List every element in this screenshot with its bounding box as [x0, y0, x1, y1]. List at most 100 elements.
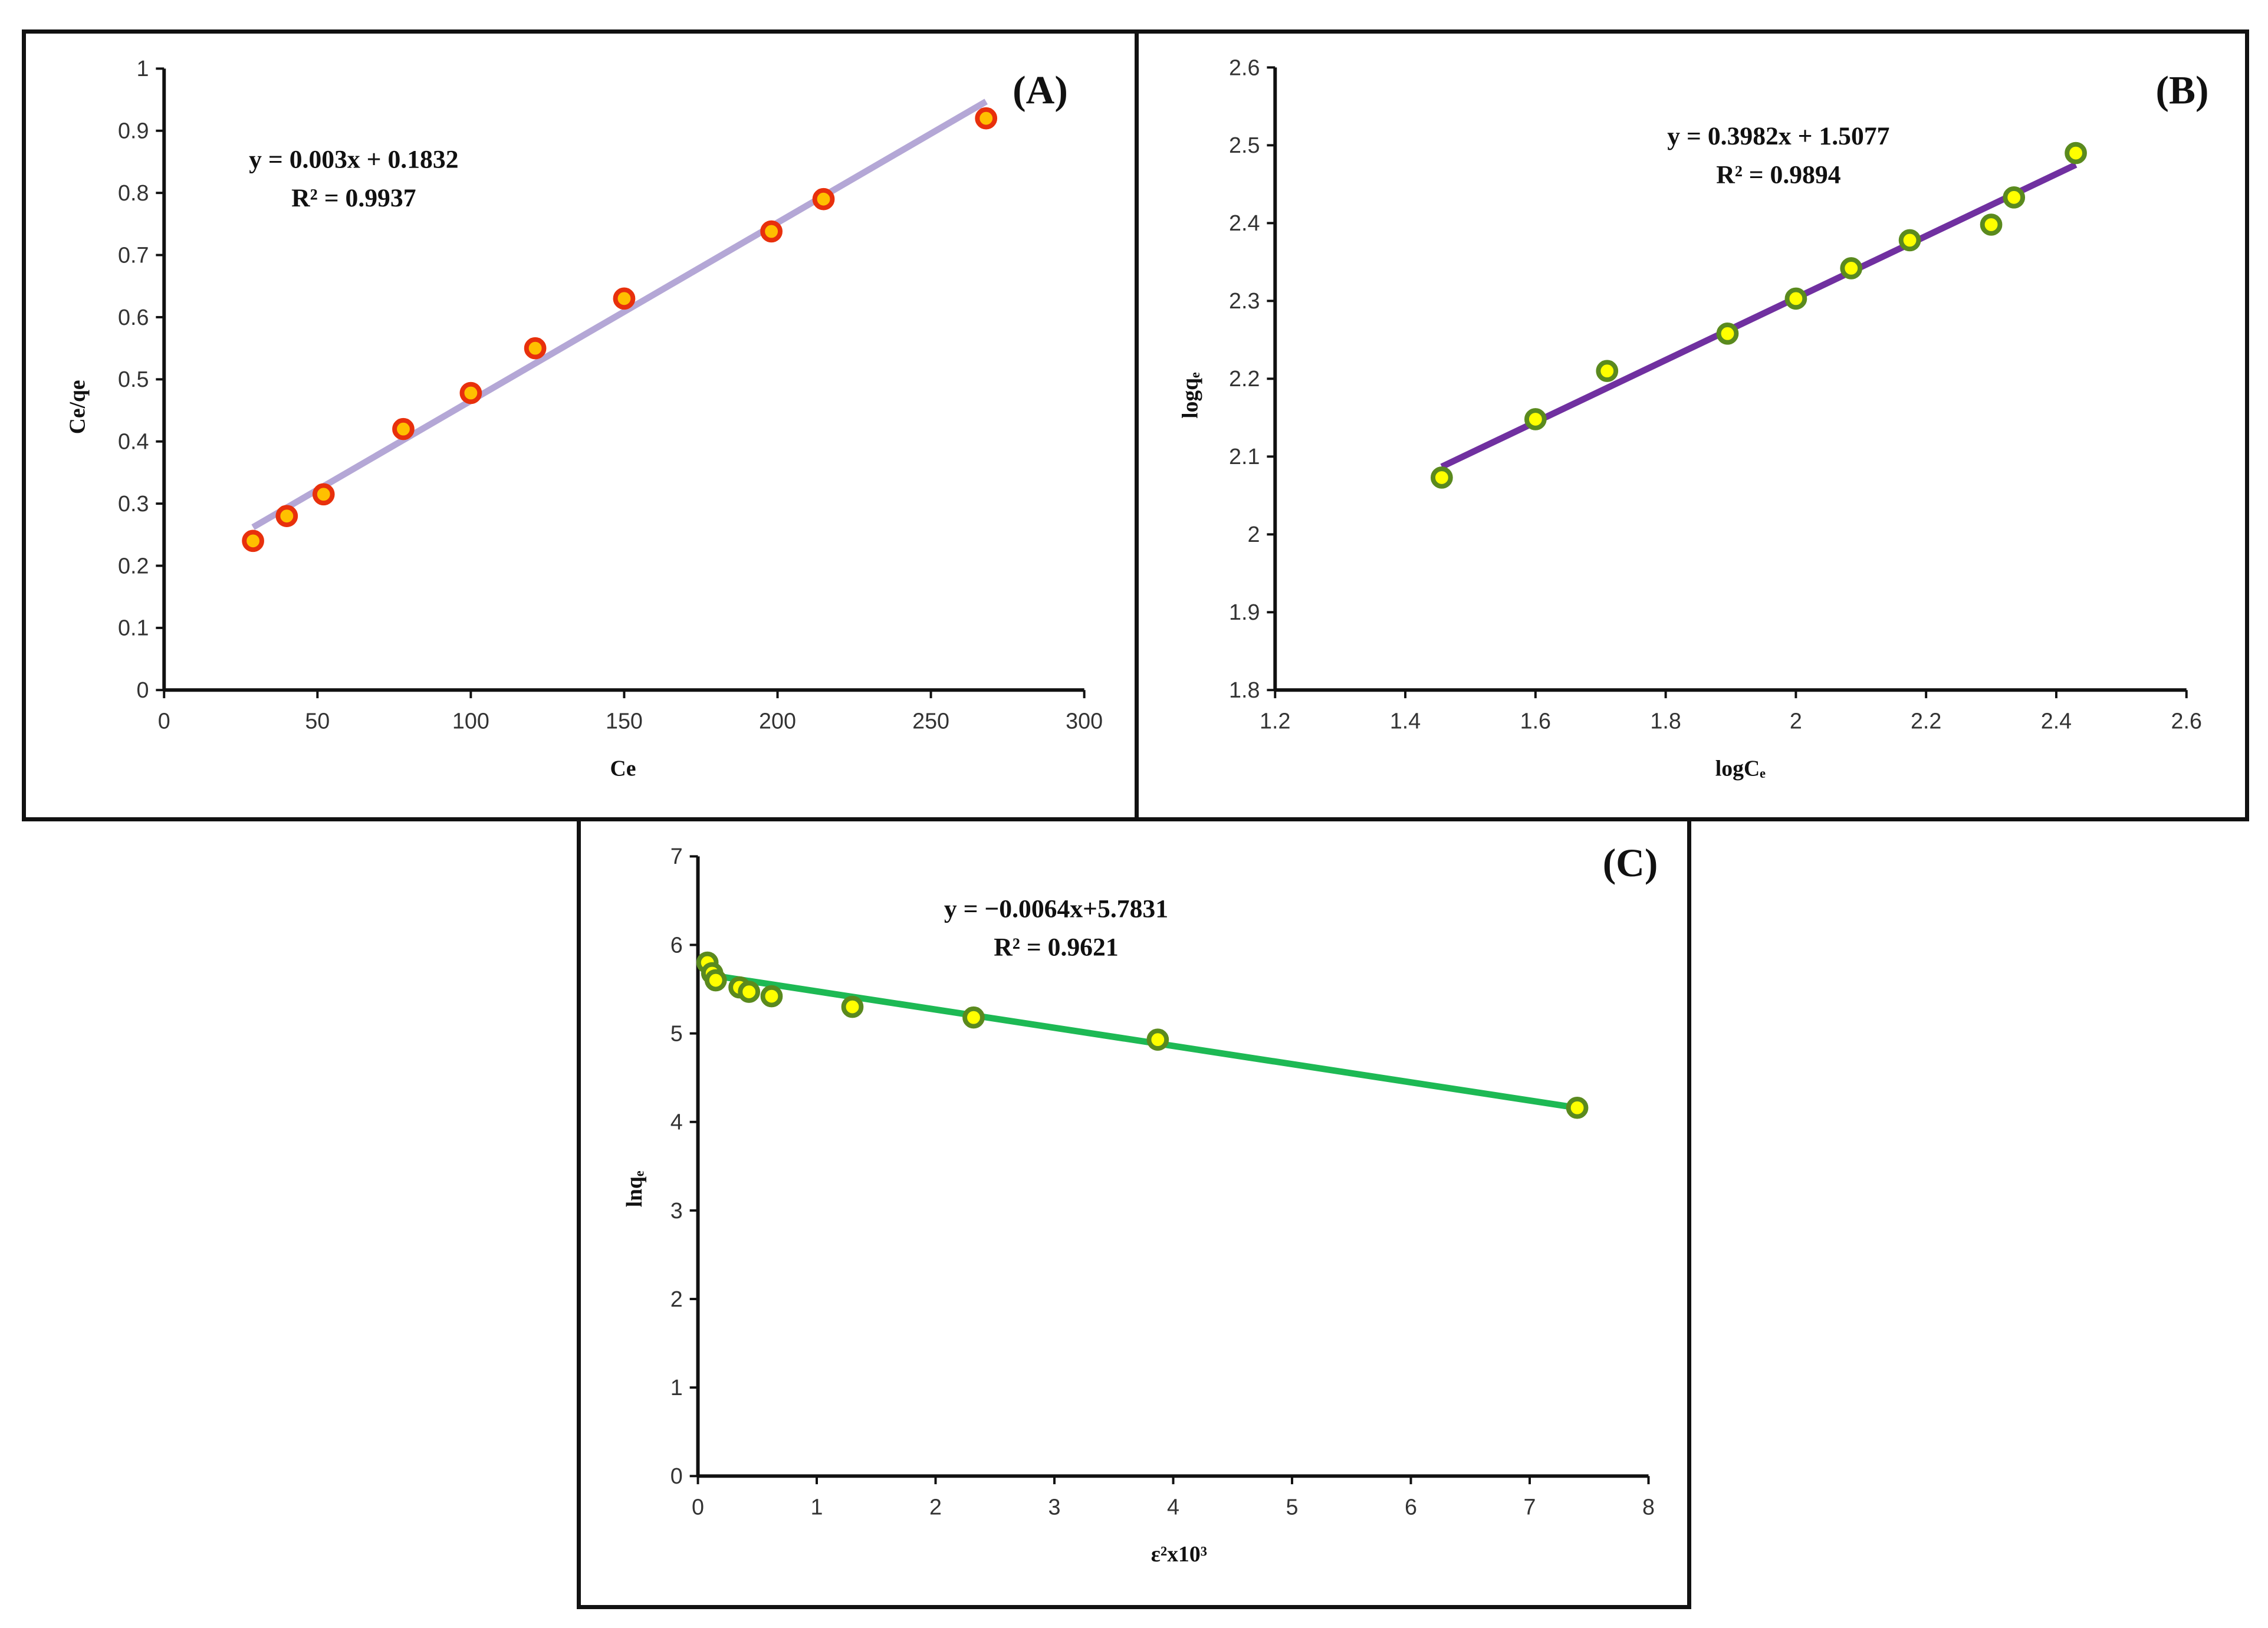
x-tick-label: 2.6 — [2171, 709, 2202, 734]
y-tick-label: 2.1 — [1229, 444, 1260, 469]
y-tick-label: 7 — [670, 844, 683, 869]
x-tick-label: 150 — [606, 709, 643, 734]
y-tick-label: 0.4 — [118, 429, 149, 454]
y-tick-label: 1.9 — [1229, 600, 1260, 624]
y-tick-label: 2 — [1247, 522, 1260, 547]
data-point — [1840, 257, 1863, 279]
data-point — [459, 381, 482, 404]
y-tick-label: 6 — [670, 932, 683, 957]
y-tick-label: 2.5 — [1229, 133, 1260, 157]
data-point — [1146, 1028, 1169, 1051]
data-point — [1596, 360, 1619, 382]
x-axis-label: logCₑ — [1715, 757, 1766, 781]
x-tick-label: 200 — [759, 709, 796, 734]
marks-group — [1431, 142, 2087, 489]
panel-label: (A) — [1013, 68, 1068, 113]
data-point — [242, 529, 264, 552]
trendline — [1440, 162, 2078, 470]
data-point — [1431, 466, 1453, 489]
r-squared-label: R² = 0.9894 — [1716, 160, 1840, 189]
chart-c-svg: 0 1 2 3 4 5 6 7 0 1 2 3 4 5 6 7 8 y = −0.0064x+5.7831 R²… — [622, 841, 1658, 1567]
axes-group: 0 1 2 3 4 5 6 7 0 1 2 3 4 5 6 7 8 — [670, 844, 1655, 1519]
data-point — [1784, 287, 1807, 310]
panel-label: (C) — [1603, 841, 1658, 885]
equation-label: y = 0.3982x + 1.5077 — [1667, 122, 1889, 150]
y-tick-label: 2.6 — [1229, 55, 1260, 80]
x-tick-label: 1.8 — [1650, 709, 1681, 734]
x-tick-label: 0 — [692, 1495, 704, 1520]
data-point — [841, 995, 864, 1018]
x-axis-label: Ce — [610, 757, 636, 781]
data-point — [1980, 213, 2003, 236]
data-point — [2003, 186, 2026, 209]
marks-group — [696, 951, 1589, 1119]
chart-panel-b: 1.8 1.9 2 2.1 2.2 2.3 2.4 2.5 2.6 1.2 1.4 1.6 1.8 2 2.… — [1135, 29, 2249, 821]
x-tick-label: 1.6 — [1520, 709, 1551, 734]
y-axis-label: Ce/qe — [65, 380, 90, 434]
x-tick-label: 2.4 — [2041, 709, 2072, 734]
trendline — [715, 972, 1578, 1111]
data-point — [1716, 322, 1739, 345]
chart-a-svg: 0 0.1 0.2 0.3 0.4 0.5 0.6 0.7 0.8 0.9 1 0 50 100 150 20… — [65, 56, 1103, 781]
data-point — [392, 417, 415, 440]
x-tick-label: 1.2 — [1260, 709, 1290, 734]
y-tick-label: 2 — [670, 1287, 683, 1311]
x-tick-label: 0 — [158, 709, 170, 734]
y-tick-label: 0.1 — [118, 616, 149, 640]
x-tick-label: 2 — [1790, 709, 1802, 734]
y-tick-label: 0.6 — [118, 305, 149, 330]
y-tick-label: 4 — [670, 1110, 683, 1134]
x-tick-label: 3 — [1048, 1495, 1061, 1520]
data-point — [975, 107, 998, 130]
trendline — [251, 98, 988, 530]
x-tick-label: 1 — [811, 1495, 823, 1520]
y-tick-label: 0.8 — [118, 180, 149, 205]
data-point — [1524, 408, 1547, 430]
y-axis-label: lnqₑ — [622, 1170, 647, 1207]
data-point — [1566, 1096, 1589, 1119]
x-tick-label: 4 — [1167, 1495, 1179, 1520]
x-tick-label: 250 — [912, 709, 949, 734]
x-tick-label: 1.4 — [1390, 709, 1421, 734]
y-tick-label: 1 — [136, 56, 149, 81]
x-tick-label: 8 — [1642, 1495, 1655, 1520]
data-point — [962, 1006, 985, 1029]
axes-group: 1.8 1.9 2 2.1 2.2 2.3 2.4 2.5 2.6 1.2 1.4 1.6 1.8 2 2.… — [1229, 55, 2202, 733]
y-tick-label: 2.2 — [1229, 366, 1260, 391]
y-tick-label: 0.9 — [118, 119, 149, 143]
x-tick-label: 300 — [1066, 709, 1103, 734]
y-tick-label: 0.2 — [118, 553, 149, 578]
r-squared-label: R² = 0.9937 — [291, 184, 416, 212]
y-tick-label: 3 — [670, 1198, 683, 1223]
axes-group: 0 0.1 0.2 0.3 0.4 0.5 0.6 0.7 0.8 0.9 1 0 50 100 150 20… — [118, 56, 1103, 733]
y-tick-label: 2.4 — [1229, 211, 1260, 235]
y-tick-label: 0 — [136, 677, 149, 702]
x-tick-label: 5 — [1286, 1495, 1299, 1520]
data-point — [738, 981, 761, 1003]
y-tick-label: 0.3 — [118, 491, 149, 516]
y-tick-label: 2.3 — [1229, 288, 1260, 313]
data-point — [613, 287, 636, 310]
data-point — [312, 483, 335, 506]
r-squared-label: R² = 0.9621 — [994, 933, 1118, 962]
panel-label: (B) — [2156, 68, 2209, 113]
data-point — [275, 505, 298, 527]
data-point — [704, 969, 727, 992]
y-tick-label: 0.5 — [118, 367, 149, 392]
chart-b-svg: 1.8 1.9 2 2.1 2.2 2.3 2.4 2.5 2.6 1.2 1.4 1.6 1.8 2 2.… — [1178, 55, 2209, 781]
data-point — [760, 220, 783, 243]
y-tick-label: 1 — [670, 1375, 683, 1400]
x-tick-label: 50 — [305, 709, 330, 734]
x-tick-label: 2 — [929, 1495, 942, 1520]
x-tick-label: 7 — [1524, 1495, 1536, 1520]
data-point — [812, 188, 835, 211]
x-tick-label: 2.2 — [1911, 709, 1941, 734]
x-tick-label: 6 — [1405, 1495, 1417, 1520]
chart-panel-c: 0 1 2 3 4 5 6 7 0 1 2 3 4 5 6 7 8 y = −0.0064x+5.7831 R²… — [577, 817, 1691, 1609]
x-tick-label: 100 — [452, 709, 489, 734]
marks-group — [242, 98, 998, 552]
data-point — [2065, 142, 2087, 165]
y-tick-label: 1.8 — [1229, 677, 1260, 702]
x-axis-label: ε²x10³ — [1151, 1542, 1207, 1567]
equation-label: y = −0.0064x+5.7831 — [944, 894, 1168, 923]
